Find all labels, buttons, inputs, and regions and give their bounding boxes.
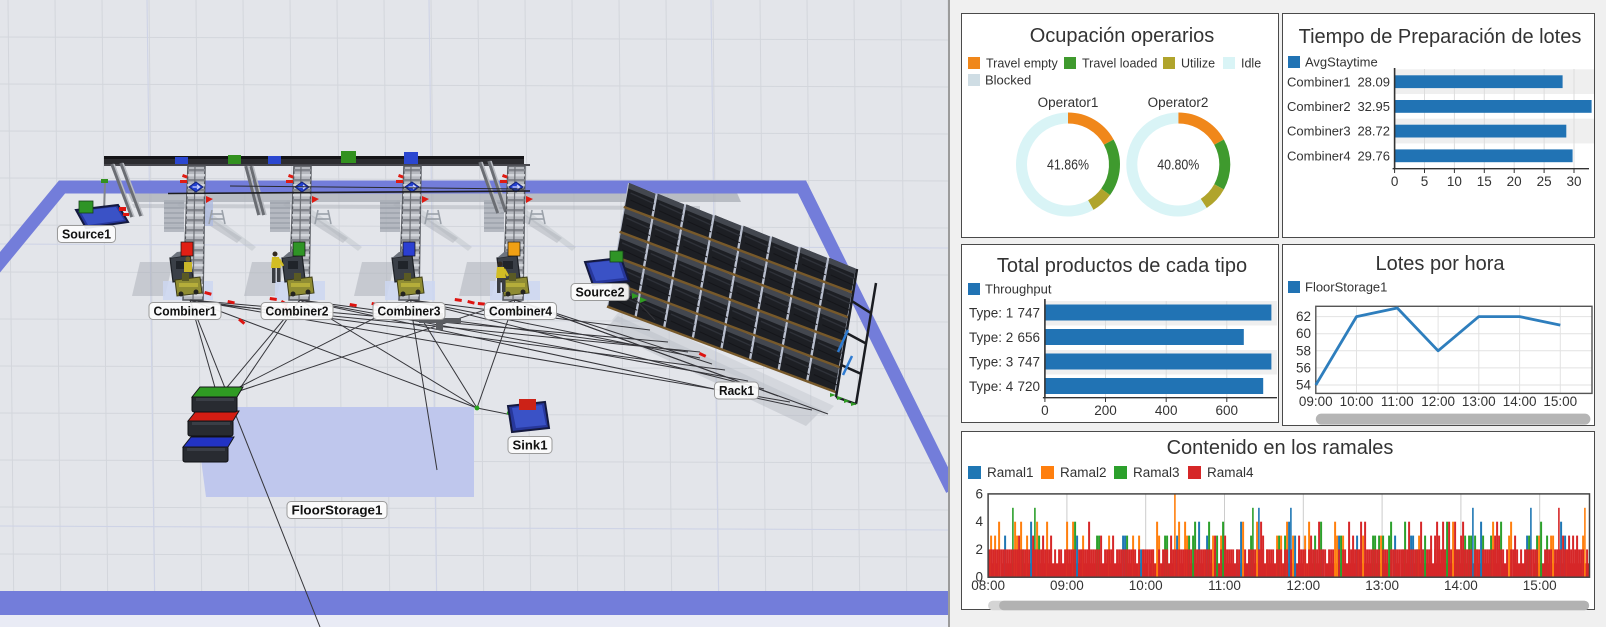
- svg-text:Combiner4: Combiner4: [1287, 148, 1351, 163]
- svg-text:656: 656: [1017, 330, 1040, 345]
- svg-text:0: 0: [975, 570, 983, 585]
- svg-text:Operator1: Operator1: [1038, 95, 1099, 110]
- svg-text:0: 0: [1391, 174, 1399, 189]
- svg-text:40.80%: 40.80%: [1157, 157, 1199, 174]
- svg-text:15:00: 15:00: [1523, 578, 1557, 593]
- svg-text:Contenido en los ramales: Contenido en los ramales: [1167, 437, 1394, 459]
- svg-text:28.09: 28.09: [1357, 74, 1390, 89]
- svg-text:Ramal1: Ramal1: [987, 465, 1034, 480]
- svg-text:Blocked: Blocked: [985, 73, 1031, 88]
- svg-text:11:00: 11:00: [1208, 578, 1241, 593]
- svg-text:20: 20: [1507, 174, 1522, 189]
- svg-text:15: 15: [1477, 174, 1492, 189]
- svg-text:58: 58: [1296, 343, 1311, 358]
- svg-text:6: 6: [975, 486, 983, 501]
- svg-text:Ramal4: Ramal4: [1207, 465, 1254, 480]
- svg-text:Tiempo de Preparación de lotes: Tiempo de Preparación de lotes: [1299, 26, 1582, 48]
- svg-text:Combiner3: Combiner3: [378, 305, 441, 319]
- svg-text:28.72: 28.72: [1357, 124, 1390, 139]
- svg-text:Source1: Source1: [62, 228, 111, 242]
- svg-text:Total productos de cada tipo: Total productos de cada tipo: [997, 255, 1247, 277]
- svg-text:10: 10: [1447, 174, 1462, 189]
- svg-text:Lotes por hora: Lotes por hora: [1376, 253, 1506, 275]
- svg-text:Combiner2: Combiner2: [1287, 99, 1351, 114]
- svg-text:08:00: 08:00: [971, 578, 1005, 593]
- svg-text:FloorStorage1: FloorStorage1: [1305, 280, 1387, 295]
- svg-text:14:00: 14:00: [1444, 578, 1478, 593]
- svg-text:Combiner1: Combiner1: [154, 305, 217, 319]
- svg-text:Type: 4: Type: 4: [969, 379, 1014, 394]
- svg-text:Type: 3: Type: 3: [969, 355, 1013, 370]
- svg-text:60: 60: [1296, 326, 1311, 341]
- svg-text:Rack1: Rack1: [719, 384, 754, 398]
- svg-text:Ocupación operarios: Ocupación operarios: [1030, 25, 1215, 47]
- svg-text:Ramal2: Ramal2: [1060, 465, 1107, 480]
- svg-text:09:00: 09:00: [1299, 394, 1333, 409]
- svg-text:Combiner4: Combiner4: [489, 305, 552, 319]
- svg-text:54: 54: [1296, 378, 1312, 393]
- svg-text:200: 200: [1094, 403, 1117, 418]
- svg-text:12:00: 12:00: [1421, 394, 1455, 409]
- svg-text:11:00: 11:00: [1381, 394, 1414, 409]
- svg-text:Type: 2: Type: 2: [969, 330, 1013, 345]
- svg-text:2: 2: [975, 542, 983, 557]
- svg-text:Travel empty: Travel empty: [986, 57, 1059, 71]
- svg-text:Combiner1: Combiner1: [1287, 74, 1351, 89]
- svg-text:Throughput: Throughput: [985, 282, 1052, 297]
- svg-text:Sink1: Sink1: [513, 439, 548, 453]
- svg-text:FloorStorage1: FloorStorage1: [292, 504, 383, 518]
- svg-text:10:00: 10:00: [1129, 578, 1163, 593]
- svg-text:Idle: Idle: [1241, 57, 1261, 71]
- svg-text:13:00: 13:00: [1462, 394, 1496, 409]
- svg-text:15:00: 15:00: [1543, 394, 1577, 409]
- svg-text:AvgStaytime: AvgStaytime: [1305, 55, 1378, 70]
- svg-text:30: 30: [1566, 174, 1581, 189]
- svg-text:14:00: 14:00: [1503, 394, 1537, 409]
- svg-text:747: 747: [1017, 306, 1040, 321]
- svg-text:10:00: 10:00: [1340, 394, 1374, 409]
- svg-text:41.86%: 41.86%: [1047, 157, 1089, 174]
- svg-text:32.95: 32.95: [1357, 99, 1390, 114]
- svg-text:25: 25: [1537, 174, 1552, 189]
- svg-text:Type: 1: Type: 1: [969, 306, 1013, 321]
- svg-text:Travel loaded: Travel loaded: [1082, 57, 1157, 71]
- svg-text:09:00: 09:00: [1050, 578, 1084, 593]
- svg-text:Combiner2: Combiner2: [266, 305, 329, 319]
- svg-text:4: 4: [975, 514, 983, 529]
- svg-text:600: 600: [1216, 403, 1239, 418]
- svg-text:12:00: 12:00: [1286, 578, 1320, 593]
- svg-text:56: 56: [1296, 360, 1311, 375]
- svg-text:13:00: 13:00: [1365, 578, 1399, 593]
- svg-text:Combiner3: Combiner3: [1287, 124, 1351, 139]
- svg-text:720: 720: [1017, 379, 1040, 394]
- svg-text:Operator2: Operator2: [1148, 95, 1209, 110]
- svg-text:5: 5: [1421, 174, 1429, 189]
- svg-text:747: 747: [1017, 355, 1040, 370]
- svg-text:400: 400: [1155, 403, 1178, 418]
- svg-text:Source2: Source2: [576, 286, 625, 300]
- svg-text:Ramal3: Ramal3: [1133, 465, 1180, 480]
- svg-text:29.76: 29.76: [1357, 148, 1390, 163]
- svg-text:62: 62: [1296, 309, 1311, 324]
- svg-text:0: 0: [1041, 403, 1049, 418]
- svg-text:Utilize: Utilize: [1181, 57, 1215, 71]
